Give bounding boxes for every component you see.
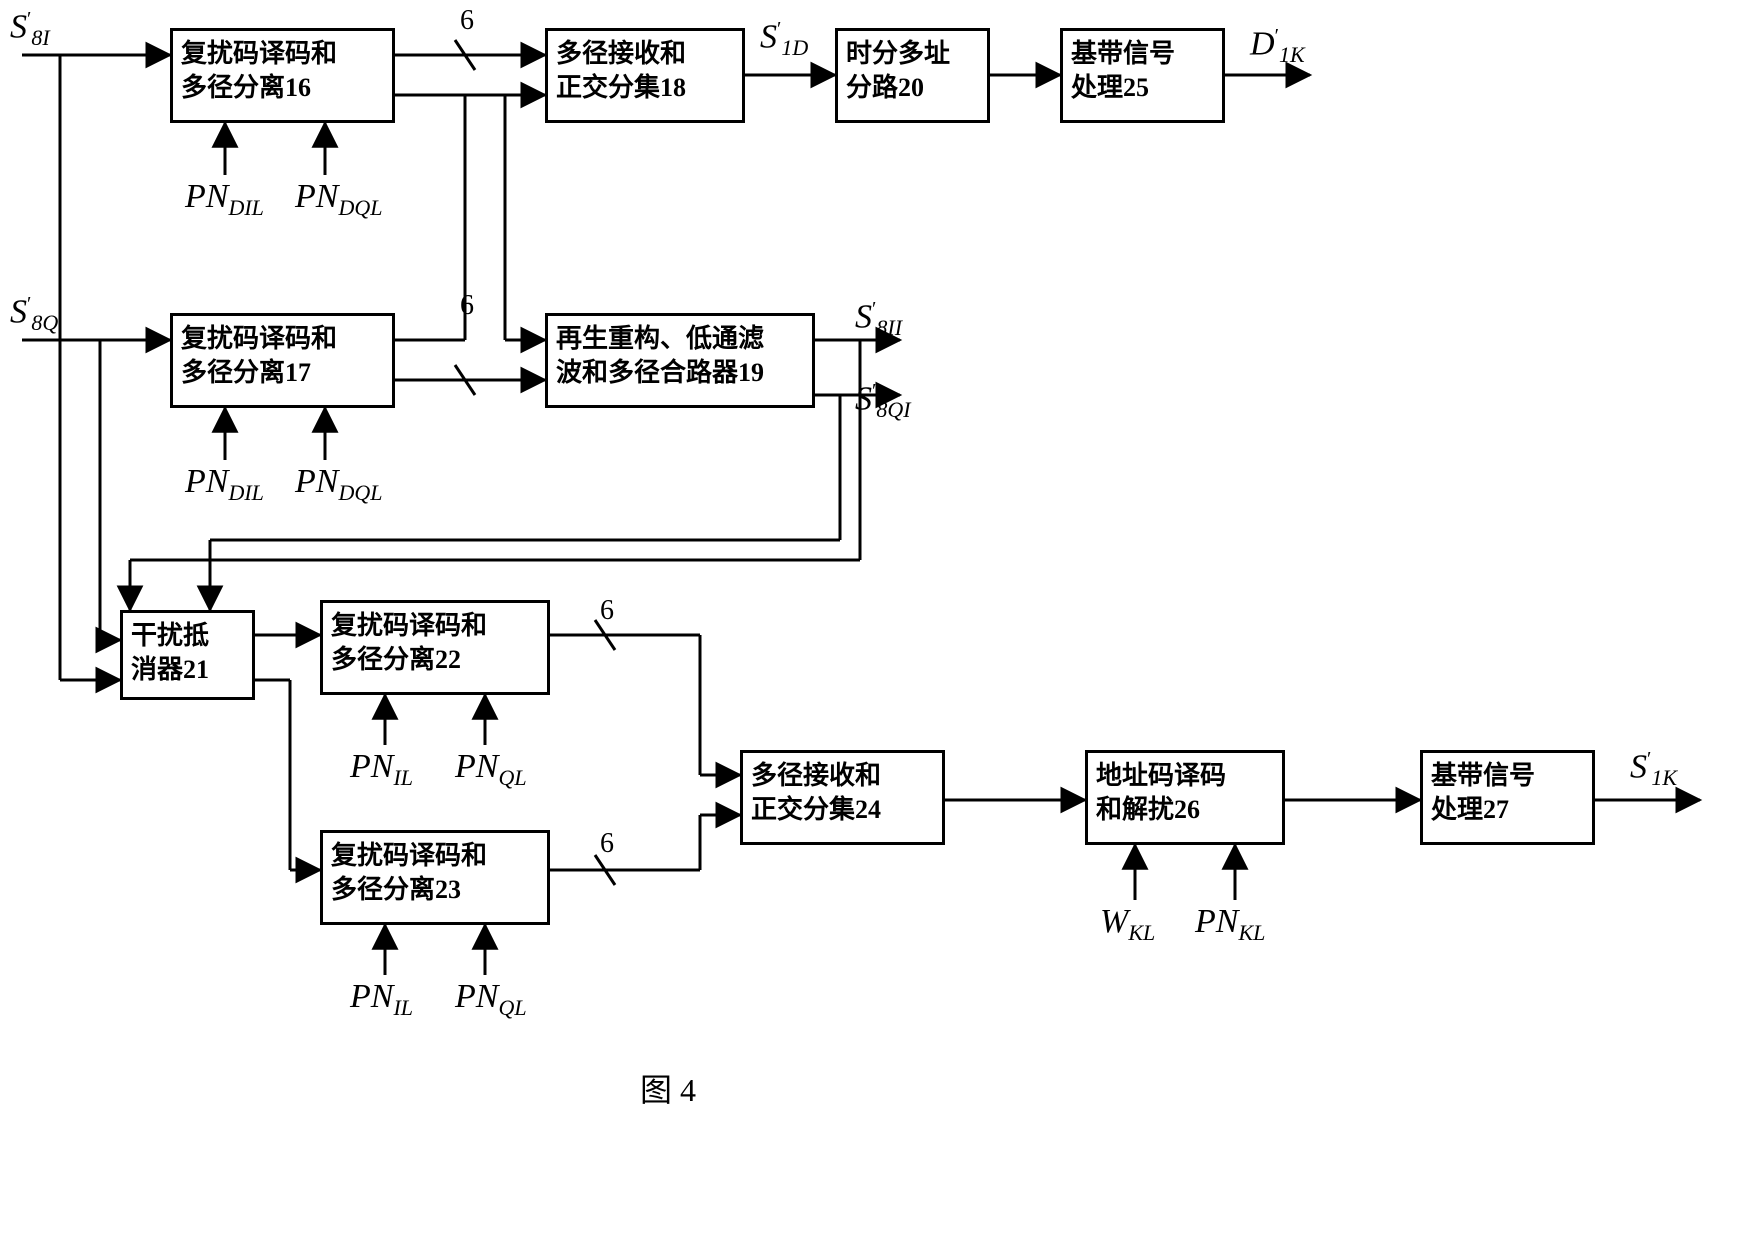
block-24-l1: 多径接收和: [751, 761, 881, 790]
sig-S8I: S′8I: [10, 8, 50, 51]
block-22-l1: 复扰码译码和: [331, 611, 487, 640]
bus-label-16: 6: [460, 5, 474, 37]
block-23-l1: 复扰码译码和: [331, 841, 487, 870]
block-20: 时分多址分路20: [835, 28, 990, 123]
block-25-l2: 处理25: [1071, 73, 1149, 102]
sig-D1K: D′1K: [1250, 25, 1305, 68]
pn-ql-23: PNQL: [455, 978, 527, 1021]
block-21-l1: 干扰抵: [131, 621, 209, 650]
block-16: 复扰码译码和多径分离16: [170, 28, 395, 123]
sig-S8Q: S′8Q: [10, 293, 58, 336]
sig-S8QI: S′8QI: [855, 380, 911, 423]
bus-label-22: 6: [600, 595, 614, 627]
block-21: 干扰抵消器21: [120, 610, 255, 700]
bus-label-17: 6: [460, 290, 474, 322]
block-27-l2: 处理27: [1431, 795, 1509, 824]
bus-label-23: 6: [600, 828, 614, 860]
block-27: 基带信号处理27: [1420, 750, 1595, 845]
block-18-l2: 正交分集18: [556, 73, 686, 102]
block-23: 复扰码译码和多径分离23: [320, 830, 550, 925]
block-24-l2: 正交分集24: [751, 795, 881, 824]
block-25-l1: 基带信号: [1071, 39, 1175, 68]
pn-ql-22: PNQL: [455, 748, 527, 791]
pn-dql-17: PNDQL: [295, 463, 382, 506]
block-17-l1: 复扰码译码和: [181, 324, 337, 353]
block-27-l1: 基带信号: [1431, 761, 1535, 790]
w-kl: WKL: [1100, 903, 1155, 946]
block-26-l1: 地址码译码: [1096, 761, 1226, 790]
pn-dql-16: PNDQL: [295, 178, 382, 221]
block-24: 多径接收和正交分集24: [740, 750, 945, 845]
block-17-l2: 多径分离17: [181, 358, 311, 387]
sig-S1D: S′1D: [760, 18, 808, 61]
block-20-l1: 时分多址: [846, 39, 950, 68]
block-22: 复扰码译码和多径分离22: [320, 600, 550, 695]
figure-caption: 图 4: [640, 1065, 696, 1111]
block-19: 再生重构、低通滤波和多径合路器19: [545, 313, 815, 408]
pn-kl: PNKL: [1195, 903, 1265, 946]
block-26: 地址码译码和解扰26: [1085, 750, 1285, 845]
sig-S1K: S′1K: [1630, 748, 1677, 791]
block-19-l1: 再生重构、低通滤: [556, 324, 764, 353]
block-16-l2: 多径分离16: [181, 73, 311, 102]
pn-il-22: PNIL: [350, 748, 413, 791]
block-17: 复扰码译码和多径分离17: [170, 313, 395, 408]
block-22-l2: 多径分离22: [331, 645, 461, 674]
block-18: 多径接收和正交分集18: [545, 28, 745, 123]
block-20-l2: 分路20: [846, 73, 924, 102]
block-23-l2: 多径分离23: [331, 875, 461, 904]
block-19-l2: 波和多径合路器19: [556, 358, 764, 387]
pn-dil-17: PNDIL: [185, 463, 264, 506]
block-16-l1: 复扰码译码和: [181, 39, 337, 68]
block-21-l2: 消器21: [131, 655, 209, 684]
block-25: 基带信号处理25: [1060, 28, 1225, 123]
block-18-l1: 多径接收和: [556, 39, 686, 68]
block-26-l2: 和解扰26: [1096, 795, 1200, 824]
pn-dil-16: PNDIL: [185, 178, 264, 221]
sig-S8II: S′8II: [855, 298, 902, 341]
pn-il-23: PNIL: [350, 978, 413, 1021]
